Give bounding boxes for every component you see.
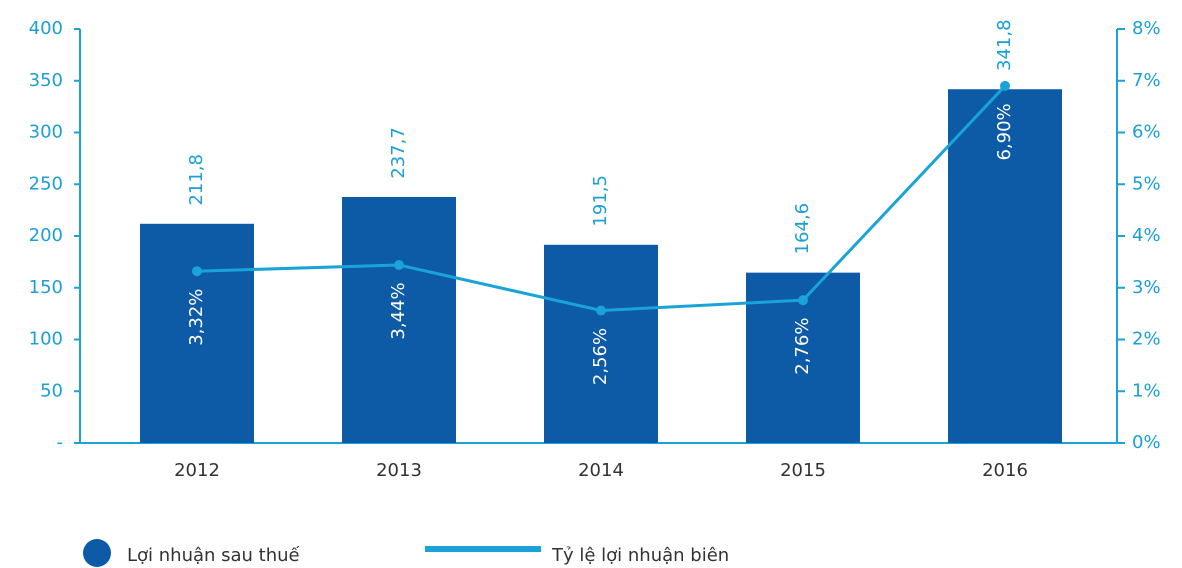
bar	[544, 244, 658, 443]
line-value-label: 2,76%	[792, 318, 813, 375]
y2-tick-label: 1%	[1132, 380, 1161, 401]
legend-swatch	[425, 546, 541, 552]
y2-tick-label: 7%	[1132, 70, 1161, 91]
bar-value-label: 164,6	[792, 203, 813, 255]
y-tick-label: 300	[29, 122, 63, 143]
bar-value-label: 237,7	[388, 127, 409, 179]
x-tick-label: 2015	[780, 460, 826, 481]
bar-value-label: 341,8	[994, 19, 1015, 71]
y2-tick-label: 8%	[1132, 18, 1161, 39]
bar-value-label: 211,8	[186, 154, 207, 206]
y2-tick-label: 2%	[1132, 329, 1161, 350]
bar	[342, 196, 456, 443]
bar	[948, 89, 1062, 443]
line-point	[192, 266, 202, 277]
bar	[140, 223, 254, 443]
y2-tick-label: 4%	[1132, 225, 1161, 246]
line-value-label: 2,56%	[590, 328, 611, 385]
x-tick-label: 2012	[174, 460, 220, 481]
line-point	[1000, 80, 1010, 91]
y-tick-label: 400	[29, 18, 63, 39]
y-tick-label: 150	[29, 277, 63, 298]
line-point	[596, 305, 606, 316]
y-tick-label: 200	[29, 225, 63, 246]
y-tick-label: 50	[40, 380, 63, 401]
legend-label: Lợi nhuận sau thuế	[127, 545, 301, 566]
y-tick-label: 250	[29, 173, 63, 194]
line-point	[394, 259, 404, 270]
x-tick-label: 2016	[982, 460, 1028, 481]
line-value-label: 6,90%	[994, 103, 1015, 160]
line-point	[798, 295, 808, 306]
y-tick-label: -	[57, 432, 64, 453]
legend-label: Tỷ lệ lợi nhuận biên	[551, 545, 729, 566]
y2-tick-label: 0%	[1132, 432, 1161, 453]
y-tick-label: 100	[29, 329, 63, 350]
y2-tick-label: 3%	[1132, 277, 1161, 298]
x-tick-label: 2014	[578, 460, 624, 481]
legend-swatch	[83, 539, 111, 567]
line-value-label: 3,32%	[186, 289, 207, 346]
bar-value-label: 191,5	[590, 175, 611, 227]
y2-tick-label: 6%	[1132, 122, 1161, 143]
y-tick-label: 350	[29, 70, 63, 91]
x-tick-label: 2013	[376, 460, 422, 481]
y2-tick-label: 5%	[1132, 173, 1161, 194]
line-value-label: 3,44%	[388, 282, 409, 339]
